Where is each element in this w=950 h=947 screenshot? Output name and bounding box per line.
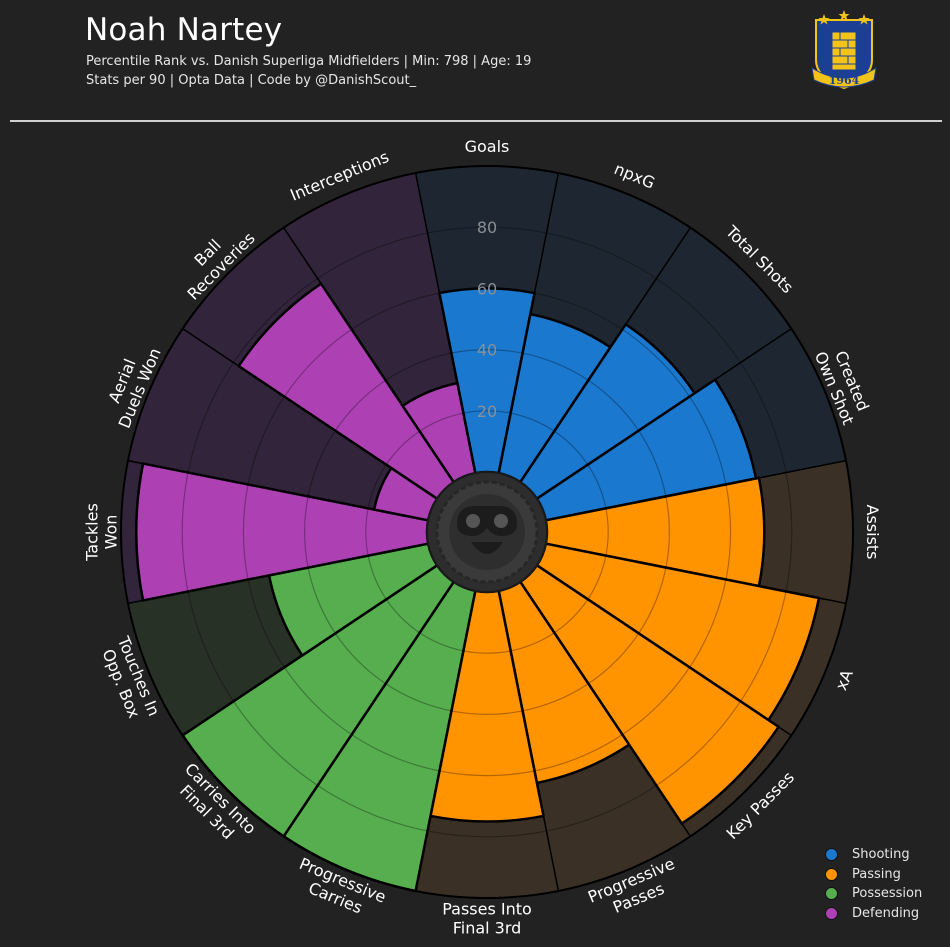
slice-separator bbox=[545, 542, 847, 605]
category-label-assists: Assists bbox=[863, 504, 882, 559]
subtitle-context: Percentile Rank vs. Danish Superliga Mid… bbox=[86, 54, 532, 69]
scout-mask-icon bbox=[449, 494, 525, 570]
legend-label: Passing bbox=[852, 866, 901, 882]
legend: Shooting Passing Possession Defending bbox=[825, 845, 922, 923]
grid-ring-60 bbox=[242, 287, 732, 777]
category-label-xa: xA bbox=[831, 667, 856, 693]
slice-separator bbox=[283, 227, 455, 483]
category-label-line: Final 3rd bbox=[453, 919, 522, 938]
slice-separator bbox=[536, 328, 792, 500]
slice-separator bbox=[519, 227, 691, 483]
slice-separator bbox=[519, 581, 691, 837]
category-label-goals: Goals bbox=[465, 137, 510, 156]
legend-dot-icon bbox=[825, 887, 838, 901]
star-left-icon bbox=[818, 14, 830, 25]
legend-dot-icon bbox=[825, 848, 838, 862]
category-label-passes-into-final-3rd: Passes Into Final 3rd bbox=[442, 900, 532, 938]
grid-ring-20 bbox=[365, 410, 609, 654]
legend-item-possession: Possession bbox=[825, 884, 922, 904]
legend-label: Shooting bbox=[852, 847, 910, 863]
legend-item-defending: Defending bbox=[825, 904, 922, 924]
r-tick-label: 40 bbox=[477, 341, 497, 360]
slice-separator bbox=[127, 542, 429, 605]
header-divider bbox=[10, 120, 942, 122]
star-right-icon bbox=[858, 14, 870, 25]
outer-ring bbox=[120, 165, 854, 899]
slice-separator bbox=[545, 459, 847, 522]
slice-separator bbox=[497, 590, 560, 892]
star-center-icon bbox=[838, 10, 850, 21]
legend-dot-icon bbox=[825, 906, 838, 920]
slice-separator bbox=[414, 172, 477, 474]
slice-separator bbox=[497, 172, 560, 474]
slice-separator bbox=[414, 590, 477, 892]
category-label-line: xA bbox=[831, 667, 856, 693]
legend-label: Possession bbox=[852, 886, 923, 902]
category-label-line: Goals bbox=[465, 137, 510, 156]
category-label-line: npxG bbox=[611, 159, 657, 193]
slice-separator bbox=[127, 459, 429, 522]
subtitle-source: Stats per 90 | Opta Data | Code by @Dani… bbox=[86, 73, 417, 88]
r-tick-label: 20 bbox=[477, 402, 497, 421]
category-label-line: Won bbox=[102, 515, 121, 550]
legend-item-passing: Passing bbox=[825, 865, 922, 885]
category-label-tackles-won: TacklesWon bbox=[83, 503, 121, 562]
grid-ring-80 bbox=[181, 226, 793, 838]
slice-background-aerial-duels-won bbox=[128, 328, 438, 521]
legend-item-shooting: Shooting bbox=[825, 845, 922, 865]
r-tick-label: 60 bbox=[477, 279, 497, 298]
player-name-title: Noah Nartey bbox=[85, 12, 283, 48]
legend-label: Defending bbox=[852, 905, 920, 921]
category-label-npxg: npxG bbox=[611, 159, 657, 193]
slice-separator bbox=[536, 564, 792, 736]
slice-separator bbox=[283, 581, 455, 837]
slice-separator bbox=[182, 564, 438, 736]
legend-dot-icon bbox=[825, 867, 838, 881]
slice-separator bbox=[182, 328, 438, 500]
category-label-line: Passes Into bbox=[442, 900, 532, 919]
r-tick-label: 80 bbox=[477, 218, 497, 237]
category-label-line: Tackles bbox=[83, 503, 102, 562]
grid-ring-40 bbox=[304, 349, 670, 715]
category-label-line: Assists bbox=[863, 504, 882, 559]
club-crest-logo: 1964 bbox=[811, 10, 877, 90]
logo-year: 1964 bbox=[829, 74, 860, 87]
